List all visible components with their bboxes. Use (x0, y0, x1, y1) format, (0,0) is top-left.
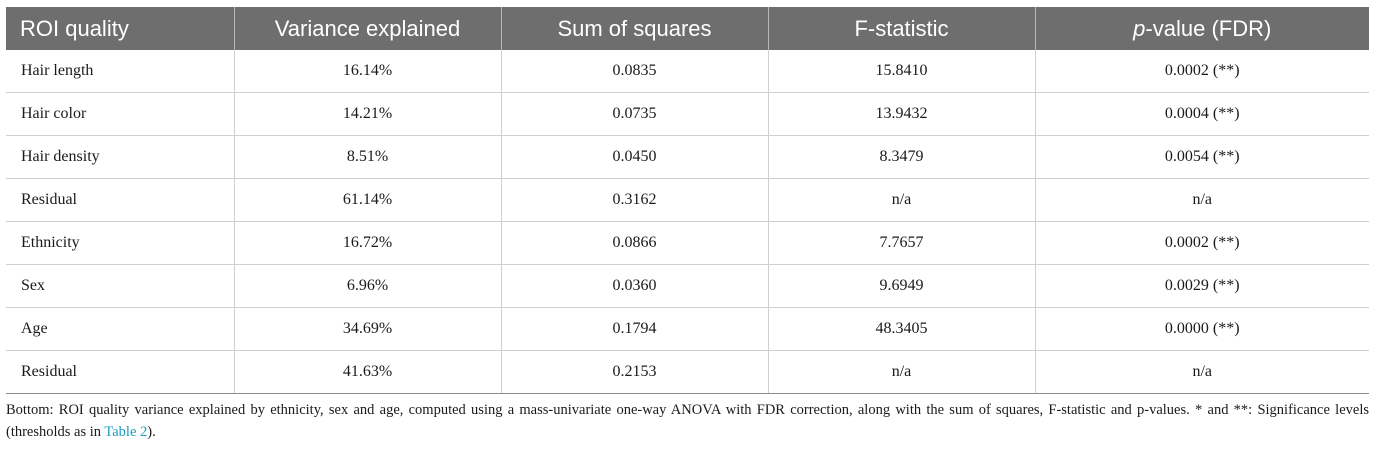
column-header: F-statistic (768, 7, 1036, 50)
table-row: Sex 6.96% 0.0360 9.6949 0.0029 (**) (6, 264, 1369, 308)
row-label-cell: Age (6, 307, 235, 351)
table-cell: 6.96% (234, 264, 502, 308)
table-cell: 0.0360 (501, 264, 769, 308)
table-cell: 9.6949 (768, 264, 1036, 308)
column-header: Variance explained (234, 7, 502, 50)
table-caption: Bottom: ROI quality variance explained b… (6, 399, 1369, 443)
table-cell: 0.0029 (**) (1035, 264, 1369, 308)
row-label-cell: Hair density (6, 135, 235, 179)
table-cell: n/a (1035, 350, 1369, 394)
caption-end: ). (147, 424, 156, 440)
table-cell: 0.2153 (501, 350, 769, 394)
table-cell: 0.0054 (**) (1035, 135, 1369, 179)
table-cell: 0.0835 (501, 50, 769, 93)
table-cell: 7.7657 (768, 221, 1036, 265)
table-cell: 0.1794 (501, 307, 769, 351)
column-header-suffix: -value (FDR) (1145, 15, 1272, 41)
table-cell: 0.0866 (501, 221, 769, 265)
table-cell: 41.63% (234, 350, 502, 394)
table-cell: 0.0002 (**) (1035, 50, 1369, 93)
table-cell: 34.69% (234, 307, 502, 351)
table-cell: n/a (1035, 178, 1369, 222)
anova-table: ROI quality Variance explained Sum of squa… (6, 7, 1369, 394)
column-header-prefix: ROI quality (20, 15, 129, 41)
row-label-cell: Hair length (6, 50, 235, 93)
column-header: ROI quality (6, 7, 235, 50)
column-header-prefix: Variance explained (274, 15, 461, 41)
table-cell: 16.72% (234, 221, 502, 265)
table-header: ROI quality Variance explained Sum of squa… (6, 7, 1369, 50)
table-row: Hair density 8.51% 0.0450 8.3479 0.0054 (**) (6, 135, 1369, 179)
table-row: Age 34.69% 0.1794 48.3405 0.0000 (**) (6, 307, 1369, 351)
table-cell: 0.3162 (501, 178, 769, 222)
row-label-cell: Ethnicity (6, 221, 235, 265)
column-header: Sum of squares (501, 7, 769, 50)
table-row: Hair color 14.21% 0.0735 13.9432 0.0004 (**) (6, 92, 1369, 136)
column-header-italic: p (1133, 15, 1146, 41)
table-cell: 16.14% (234, 50, 502, 93)
table-row: Residual 41.63% 0.2153 n/a n/a (6, 350, 1369, 394)
table-row: Residual 61.14% 0.3162 n/a n/a (6, 178, 1369, 222)
table-cell: 8.51% (234, 135, 502, 179)
table-body: Hair length 16.14% 0.0835 15.8410 0.0002 (**… (6, 50, 1369, 394)
table-cell: 14.21% (234, 92, 502, 136)
table-cell: 8.3479 (768, 135, 1036, 179)
column-header-prefix: F-statistic (854, 15, 949, 41)
table-cell: 48.3405 (768, 307, 1036, 351)
column-header-prefix: Sum of squares (557, 15, 712, 41)
table-row: Ethnicity 16.72% 0.0866 7.7657 0.0002 (**) (6, 221, 1369, 265)
table-cell: 0.0735 (501, 92, 769, 136)
row-label-cell: Residual (6, 178, 235, 222)
table-cell: 0.0450 (501, 135, 769, 179)
row-label-cell: Sex (6, 264, 235, 308)
row-label-cell: Hair color (6, 92, 235, 136)
row-label-cell: Residual (6, 350, 235, 394)
column-header: p-value (FDR) (1035, 7, 1369, 50)
table-cell: n/a (768, 350, 1036, 394)
table-cell: 15.8410 (768, 50, 1036, 93)
table-cell: 0.0004 (**) (1035, 92, 1369, 136)
table-2-link[interactable]: Table 2 (104, 424, 148, 440)
table-row: Hair length 16.14% 0.0835 15.8410 0.0002 (**… (6, 50, 1369, 93)
table-cell: n/a (768, 178, 1036, 222)
anova-table-container: ROI quality Variance explained Sum of squa… (6, 7, 1369, 394)
table-cell: 13.9432 (768, 92, 1036, 136)
caption-text: Bottom: ROI quality variance explained b… (6, 402, 1369, 440)
table-cell: 61.14% (234, 178, 502, 222)
table-cell: 0.0002 (**) (1035, 221, 1369, 265)
header-row: ROI quality Variance explained Sum of squa… (6, 7, 1369, 50)
table-cell: 0.0000 (**) (1035, 307, 1369, 351)
